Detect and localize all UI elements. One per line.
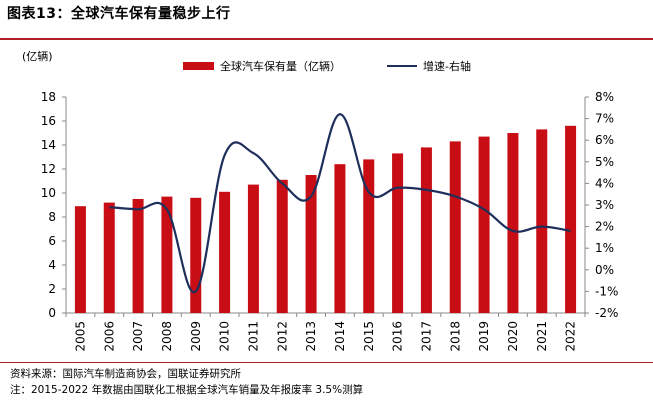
left-tick-label: 18 [41, 90, 56, 104]
x-tick-label: 2022 [564, 321, 578, 352]
bar [565, 125, 577, 313]
right-tick-label: 2% [595, 220, 614, 234]
bar [305, 175, 317, 313]
x-tick-label: 2012 [275, 321, 289, 352]
x-tick-label: 2007 [131, 321, 145, 352]
x-tick-label: 2018 [448, 321, 462, 352]
x-tick-label: 2017 [419, 321, 433, 352]
left-tick-label: 6 [48, 234, 56, 248]
bar [536, 129, 548, 313]
x-tick-label: 2008 [160, 321, 174, 352]
x-tick-label: 2021 [535, 321, 549, 352]
bar [420, 147, 432, 313]
left-tick-label: 8 [48, 210, 56, 224]
page-title: 图表13：全球汽车保有量稳步上行 [7, 6, 231, 22]
x-tick-label: 2015 [362, 321, 376, 352]
left-tick-label: 2 [48, 282, 56, 296]
bar [392, 153, 404, 313]
left-tick-label: 16 [41, 114, 56, 128]
right-tick-label: -2% [595, 306, 618, 320]
left-tick-label: 10 [41, 186, 56, 200]
left-tick-label: 12 [41, 162, 56, 176]
legend-line-label: 增速-右轴 [423, 60, 471, 73]
bar [449, 141, 461, 313]
bar [132, 199, 144, 313]
bar [507, 133, 519, 313]
line-layer [109, 113, 571, 294]
bar [478, 136, 490, 313]
legend-bar-swatch [183, 62, 214, 70]
title-bar: 图表13：全球汽车保有量稳步上行 [0, 0, 653, 24]
x-tick-label: 2013 [304, 321, 318, 352]
x-tick-label: 2010 [218, 321, 232, 352]
bar [161, 196, 173, 313]
left-tick-label: 0 [48, 306, 56, 320]
bar [103, 202, 115, 313]
right-tick-label: 7% [595, 112, 614, 126]
bar [74, 206, 86, 313]
bars-layer [74, 125, 577, 313]
footer-divider [0, 362, 653, 363]
bar [276, 179, 288, 313]
right-tick-label: -1% [595, 284, 618, 298]
legend-line-swatch [387, 65, 417, 67]
right-tick-label: 8% [595, 90, 614, 104]
x-tick-label: 2009 [189, 321, 203, 352]
title-divider [0, 38, 653, 40]
footnote: 注：2015-2022 年数据由国联化工根据全球汽车销量及年报废率 3.5%测算 [10, 384, 364, 396]
x-tick-label: 2019 [477, 321, 491, 352]
x-tick-label: 2006 [102, 321, 116, 352]
right-tick-label: 3% [595, 198, 614, 212]
right-tick-label: 0% [595, 263, 614, 277]
right-tick-label: 6% [595, 133, 614, 147]
bar [247, 184, 259, 313]
axes-layer: 0 2 4 6 8 10 12 14 16 18 -2% -1% 0% 1% 2% 3% 4% 5% 6% 7% 8% 2… [41, 90, 619, 352]
right-tick-label: 4% [595, 176, 614, 190]
source-note: 资料来源：国际汽车制造商协会，国联证券研究所 [10, 368, 241, 380]
legend-bar-label: 全球汽车保有量（亿辆） [220, 60, 341, 73]
x-tick-label: 2016 [391, 321, 405, 352]
bar [219, 191, 231, 313]
bar [190, 197, 202, 313]
x-tick-label: 2011 [246, 321, 260, 352]
right-tick-label: 1% [595, 241, 614, 255]
x-tick-label: 2020 [506, 321, 520, 352]
x-tick-label: 2005 [73, 321, 87, 352]
right-tick-label: 5% [595, 155, 614, 169]
bar [334, 164, 346, 313]
bar [363, 159, 375, 313]
x-tick-label: 2014 [333, 321, 347, 352]
left-tick-label: 4 [48, 258, 56, 272]
left-tick-label: 14 [41, 138, 56, 152]
left-axis-unit-label: (亿辆) [22, 50, 53, 63]
growth-line [109, 113, 571, 294]
